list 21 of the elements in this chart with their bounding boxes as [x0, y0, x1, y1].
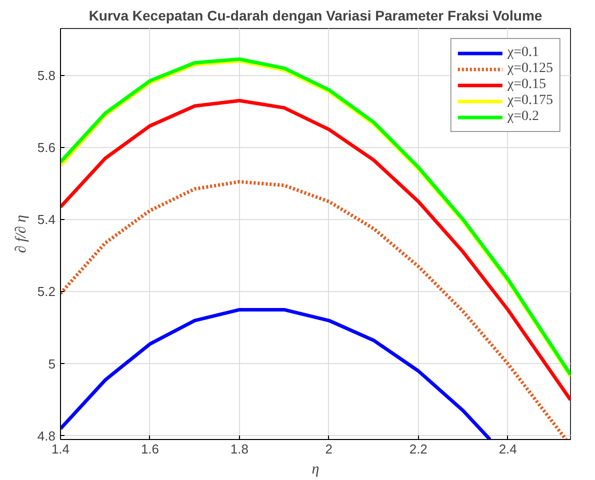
y-tick-label: 5.6	[37, 140, 56, 155]
x-tick-label: 1.6	[140, 442, 160, 456]
y-tick-label: 5.4	[37, 212, 56, 228]
y-axis-title: ∂ f/∂ η	[13, 214, 30, 254]
x-axis-title: η	[312, 462, 320, 478]
legend-label: χ=0.175	[507, 93, 553, 109]
legend-label: χ=0.125	[507, 61, 553, 77]
x-tick-label: 1.8	[230, 442, 248, 456]
legend-label: χ=0.2	[507, 109, 539, 125]
y-tick-label: 5.8	[37, 68, 56, 83]
legend-label: χ=0.15	[507, 77, 546, 93]
chart-title: Kurva Kecepatan Cu-darah dengan Variasi Parameter Fraksi Volume	[88, 8, 542, 24]
x-tick-label: 2	[325, 442, 333, 456]
y-tick-label: 5	[48, 356, 56, 372]
x-tick-label: 2.4	[498, 442, 517, 456]
x-tick-label: 1.4	[51, 442, 70, 456]
y-tick-label: 5.2	[37, 284, 56, 300]
legend-label: χ=0.1	[507, 45, 539, 61]
y-tick-label: 4.8	[37, 428, 56, 444]
line-series	[60, 308, 492, 440]
x-tick-label: 2.2	[409, 442, 428, 456]
